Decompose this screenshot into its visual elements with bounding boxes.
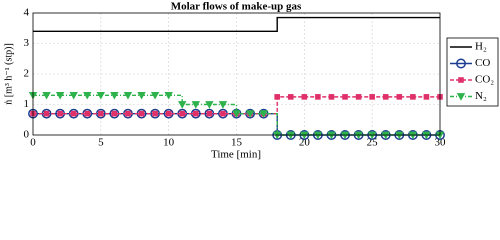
marker (422, 131, 431, 140)
legend-label: CO (475, 57, 490, 69)
series-line (33, 16, 440, 32)
marker (84, 110, 91, 117)
marker (98, 110, 104, 117)
legend-label: H₂ (475, 41, 487, 53)
marker (55, 91, 65, 100)
marker (123, 91, 133, 100)
x-tick-label: 0 (30, 137, 36, 149)
marker (178, 101, 187, 109)
marker (328, 94, 335, 100)
marker (435, 131, 445, 140)
marker (232, 110, 241, 118)
x-tick-label: 15 (231, 137, 243, 149)
y-tick-label: 1 (24, 98, 30, 110)
plot-frame (32, 12, 441, 136)
x-tick-label: 10 (163, 137, 175, 149)
marker (301, 94, 308, 100)
marker (70, 110, 77, 117)
marker (408, 131, 418, 140)
marker (327, 131, 336, 140)
marker (382, 94, 389, 100)
marker (205, 101, 214, 109)
marker (273, 131, 282, 140)
marker (179, 110, 186, 117)
legend-marker (456, 58, 466, 69)
marker (286, 131, 295, 140)
marker (191, 101, 200, 109)
marker (287, 94, 294, 100)
marker (42, 91, 51, 100)
marker (165, 110, 172, 117)
marker (138, 110, 145, 117)
y-tick-label: 0 (24, 129, 30, 141)
legend-label: N₂ (475, 90, 487, 102)
marker (83, 91, 92, 100)
marker (367, 131, 377, 140)
marker (218, 101, 228, 109)
marker (313, 131, 323, 140)
y-tick-label: 2 (24, 68, 30, 80)
chart: Molar flows of make-up gas Time [min] ṅ … (3, 1, 499, 161)
marker (381, 131, 390, 140)
marker (245, 110, 255, 118)
marker (125, 110, 131, 117)
y-tick-label: 4 (24, 7, 30, 19)
marker (152, 110, 158, 117)
marker (206, 110, 213, 117)
marker (110, 91, 119, 100)
marker (274, 94, 280, 100)
marker (340, 131, 350, 140)
y-tick-label: 3 (24, 37, 30, 49)
marker (69, 91, 78, 100)
marker (396, 94, 403, 100)
x-axis-label: Time [min] (211, 149, 261, 161)
x-tick-label: 25 (367, 137, 379, 149)
marker (150, 91, 160, 100)
x-tick-label: 5 (98, 137, 104, 149)
marker (193, 110, 199, 117)
marker (137, 91, 146, 100)
marker (259, 110, 268, 118)
x-tick-label: 30 (435, 137, 447, 149)
marker (164, 91, 173, 100)
chart-title: Molar flows of make-up gas (171, 1, 302, 13)
marker (43, 110, 50, 117)
marker (342, 94, 348, 100)
marker (423, 94, 430, 100)
marker (57, 110, 63, 117)
marker (300, 131, 309, 140)
legend-label: CO₂ (475, 74, 494, 86)
marker (410, 94, 416, 100)
marker (395, 131, 404, 140)
marker (369, 94, 375, 100)
legend: H₂ CO CO₂ N₂ (446, 37, 499, 107)
y-axis-label: ṅ [m³ h⁻¹ (stp)] (3, 43, 14, 105)
marker (96, 91, 106, 100)
marker (111, 110, 118, 117)
marker (315, 94, 321, 100)
x-tick-label: 20 (299, 137, 311, 149)
legend-marker (456, 93, 466, 101)
marker (354, 131, 363, 140)
marker (220, 110, 226, 117)
legend-box (446, 37, 499, 107)
marker (355, 94, 362, 100)
legend-marker (458, 77, 464, 83)
